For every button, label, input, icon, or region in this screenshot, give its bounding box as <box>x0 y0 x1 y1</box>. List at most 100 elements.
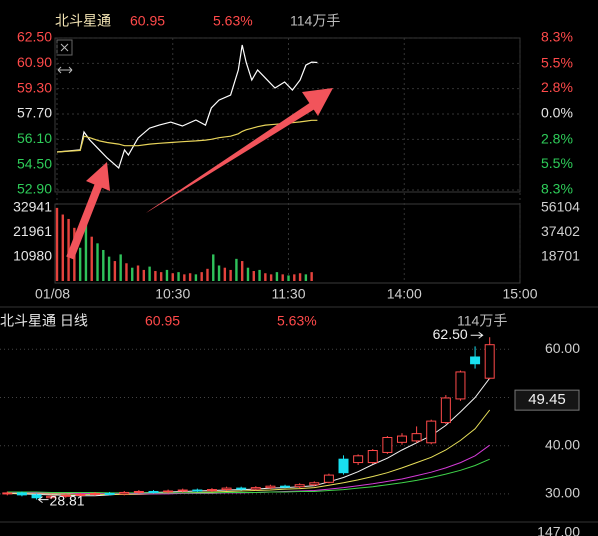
volume-bar <box>200 272 203 281</box>
x-tick-label: 10:30 <box>155 286 190 302</box>
y-tick-label: 62.50 <box>17 29 52 45</box>
y2-tick-label: 8.3% <box>541 29 573 45</box>
volume: 114万手 <box>290 13 340 29</box>
volume-bar <box>113 261 117 281</box>
candle-body <box>455 371 466 400</box>
candle-body <box>133 490 144 493</box>
y-tick-label: 52.90 <box>17 181 52 197</box>
candle-body <box>206 489 217 492</box>
moving-average <box>7 377 491 497</box>
x-tick-label: 11:30 <box>272 286 306 302</box>
candle-body <box>470 356 481 365</box>
volume-bar <box>212 254 215 281</box>
moving-average <box>7 458 490 494</box>
volume-bar <box>235 258 238 281</box>
volume-bar <box>206 268 209 281</box>
candle-body <box>104 492 115 495</box>
y-tick-label: 10980 <box>13 247 52 263</box>
daily-volume: 114万手 <box>457 313 507 329</box>
candle-body <box>119 491 130 495</box>
candle-body <box>353 455 364 464</box>
candle-body <box>148 490 159 493</box>
arrow-head <box>302 88 333 116</box>
annotation-arrows <box>66 88 333 260</box>
volume-bar <box>281 274 284 281</box>
volume-bar <box>159 272 163 281</box>
y2-tick-label: 56104 <box>541 199 580 215</box>
volume-bar <box>136 265 140 281</box>
y2-tick-label: 5.5% <box>541 54 573 70</box>
candle-body <box>90 492 101 495</box>
daily-price: 60.95 <box>145 313 180 329</box>
y-tick-label: 40.00 <box>545 436 580 452</box>
y-tick-label: 59.30 <box>17 79 52 95</box>
volume-bar <box>293 274 296 281</box>
candle-body <box>396 435 407 443</box>
low-label: 28.81 <box>50 492 85 508</box>
candle-body <box>294 484 305 488</box>
stock-name: 北斗星通 <box>55 13 111 29</box>
volume-bar <box>194 274 198 281</box>
volume-bar <box>241 261 244 281</box>
expand-icon[interactable] <box>57 66 73 74</box>
daily-title: 北斗星通 日线 <box>0 313 88 329</box>
x-tick-label: 01/08 <box>35 286 70 302</box>
volume-bar <box>188 273 192 281</box>
y2-tick-label: 5.5% <box>541 155 573 171</box>
volume-bar <box>84 223 88 281</box>
daily-change: 5.63% <box>277 313 317 329</box>
close-icon <box>60 43 69 52</box>
volume-bar <box>165 269 169 281</box>
volume-bar <box>287 275 290 281</box>
panel-icons <box>56 39 73 74</box>
candle-body <box>2 492 13 495</box>
volume-bar <box>90 236 93 281</box>
close-icon-box[interactable] <box>56 39 73 56</box>
candle-body <box>60 494 71 497</box>
arrow-head <box>86 162 110 191</box>
volume-bar <box>67 218 70 281</box>
y2-tick-label: 2.8% <box>541 130 573 146</box>
volume-bar <box>102 249 105 281</box>
change: 5.63% <box>213 13 253 29</box>
volume-bar <box>310 272 313 281</box>
arrow-shaft <box>146 100 318 213</box>
arrow-shaft <box>66 182 103 260</box>
volume-bar <box>223 267 227 281</box>
y-tick-label: 56.10 <box>17 130 52 146</box>
candle-body <box>309 482 320 486</box>
candle-body <box>440 397 451 424</box>
y-tick-label: 32941 <box>13 199 52 215</box>
volume-bar <box>229 269 232 281</box>
volume-bar <box>55 207 59 281</box>
candle-body <box>382 436 393 453</box>
volume-bar <box>252 271 255 281</box>
candle-body <box>250 487 261 490</box>
candle-body <box>75 493 86 496</box>
volume-bar <box>246 267 250 281</box>
candle-body <box>411 433 422 442</box>
volume-bar <box>148 266 151 281</box>
low-arrow <box>37 496 49 504</box>
candle-body <box>31 494 42 499</box>
x-tick-label: 14:00 <box>387 286 422 302</box>
volume-bar <box>183 274 186 281</box>
price-marker-box <box>514 389 580 411</box>
volume-bar <box>78 247 82 281</box>
candle-body <box>323 474 334 483</box>
high-label: 62.50 <box>433 326 468 342</box>
volume-bar <box>131 267 134 281</box>
volume-bar <box>171 273 174 281</box>
volume-bar <box>142 269 146 281</box>
volume-bar <box>298 273 302 281</box>
price-marker: 49.45 <box>528 391 566 408</box>
y-tick-label: 54.50 <box>17 155 52 171</box>
candle-body <box>265 485 276 489</box>
candle-body <box>16 492 27 496</box>
volume-tick-label: 147.00 <box>537 524 580 536</box>
y-tick-label: 21961 <box>13 223 52 239</box>
candle-body <box>46 495 57 499</box>
volume-bar <box>217 265 221 281</box>
x-tick-label: 15:00 <box>502 286 537 302</box>
